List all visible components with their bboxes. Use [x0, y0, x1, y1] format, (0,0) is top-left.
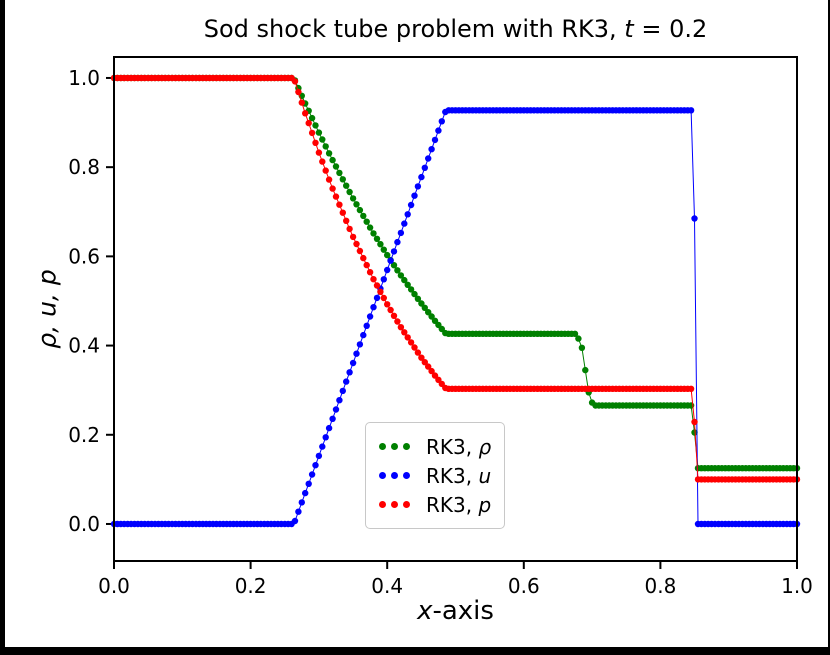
y-axis-label-text: ρ, u, p: [32, 269, 62, 349]
chart-title-math-var: t: [624, 15, 634, 43]
legend-entry: RK3, u: [379, 461, 491, 490]
legend: RK3, ρ RK3, u RK3, p: [365, 422, 506, 529]
chart-title-text: Sod shock tube problem with RK3,: [203, 15, 625, 43]
chart-title: Sod shock tube problem with RK3, t = 0.2: [114, 15, 797, 43]
x-tick-label: 0.6: [508, 574, 540, 598]
legend-marker-dot: [379, 472, 386, 479]
legend-marker-dot: [379, 501, 386, 508]
legend-entry: RK3, ρ: [379, 432, 491, 461]
x-tick-label: 0.2: [235, 574, 267, 598]
series-u: [110, 107, 801, 528]
y-tick-label: 1.0: [68, 66, 100, 90]
legend-marker-dot: [379, 443, 386, 450]
x-axis-label-var: x: [417, 596, 433, 626]
legend-label: RK3, u: [426, 463, 492, 488]
chart-title-math-rest: = 0.2: [633, 15, 708, 43]
legend-marker-dot: [403, 472, 410, 479]
y-axis-label: ρ, u, p: [33, 269, 62, 348]
legend-marker-dot: [391, 472, 398, 479]
x-tick-label: 0.0: [98, 574, 130, 598]
y-tick-label: 0.8: [68, 155, 100, 179]
y-tick-label: 0.6: [68, 244, 100, 268]
y-tick-label: 0.0: [68, 512, 100, 536]
x-tick-label: 0.4: [371, 574, 403, 598]
x-axis-label-rest: -axis: [432, 596, 494, 626]
series-p: [110, 74, 801, 483]
legend-label: RK3, ρ: [426, 434, 492, 459]
legend-marker-dots: [379, 472, 415, 479]
legend-marker-dot: [391, 501, 398, 508]
series-line-rho: [114, 77, 797, 469]
legend-marker-dot: [403, 501, 410, 508]
x-tick-label: 0.8: [644, 574, 676, 598]
x-tick-label: 1.0: [781, 574, 813, 598]
x-axis-label: x-axis: [114, 596, 797, 626]
legend-marker-dot: [391, 443, 398, 450]
y-tick-label: 0.2: [68, 423, 100, 447]
legend-marker-dots: [379, 443, 415, 450]
legend-marker-dots: [379, 501, 415, 508]
legend-entry: RK3, p: [379, 490, 491, 519]
y-tick-label: 0.4: [68, 334, 100, 358]
axes-spines: [113, 56, 798, 562]
legend-marker-dot: [403, 443, 410, 450]
legend-label: RK3, p: [426, 492, 492, 517]
